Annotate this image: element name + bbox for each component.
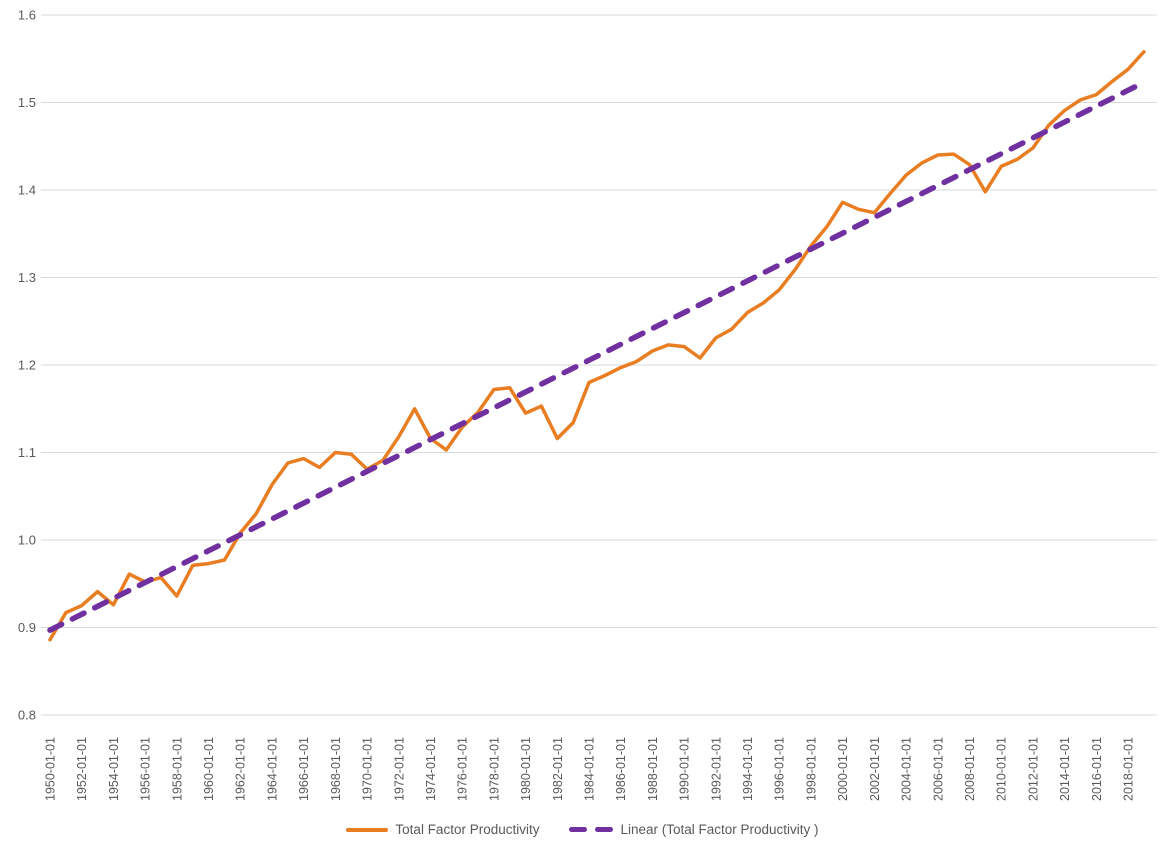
x-axis-tick-label: 1984-01-01: [583, 737, 597, 801]
x-axis-tick-label: 1990-01-01: [678, 737, 692, 801]
y-axis-tick-label: 1.6: [18, 8, 36, 23]
y-axis-tick-label: 1.2: [18, 358, 36, 373]
dashed-line-swatch-icon: [569, 826, 614, 833]
x-axis-tick-label: 1992-01-01: [709, 737, 723, 801]
x-axis-tick-label: 1986-01-01: [614, 737, 628, 801]
y-axis-tick-label: 1.3: [18, 270, 36, 285]
x-axis-tick-label: 1988-01-01: [646, 737, 660, 801]
x-axis-tick-label: 2002-01-01: [868, 737, 882, 801]
x-axis-tick-label: 2006-01-01: [931, 737, 945, 801]
x-axis-tick-label: 1972-01-01: [392, 737, 406, 801]
y-axis-tick-label: 1.1: [18, 445, 36, 460]
x-axis-tick-label: 2018-01-01: [1122, 737, 1136, 801]
tfp-series-line: [48, 50, 1146, 642]
legend-item-tfp[interactable]: Total Factor Productivity: [346, 822, 539, 837]
y-axis-tick-label: 1.5: [18, 95, 36, 110]
x-axis-tick-label: 2010-01-01: [995, 737, 1009, 801]
x-axis-tick-label: 1996-01-01: [773, 737, 787, 801]
x-axis-tick-label: 1950-01-01: [44, 737, 58, 801]
x-axis-tick-label: 1958-01-01: [170, 737, 184, 801]
x-axis-tick-label: 1994-01-01: [741, 737, 755, 801]
x-axis-tick-label: 1956-01-01: [139, 737, 153, 801]
x-axis-tick-label: 1968-01-01: [329, 737, 343, 801]
x-axis-tick-label: 1952-01-01: [75, 737, 89, 801]
y-axis-tick-label: 0.8: [18, 708, 36, 723]
x-axis-tick-label: 1976-01-01: [456, 737, 470, 801]
y-axis-tick-label: 0.9: [18, 620, 36, 635]
x-axis-tick-label: 1980-01-01: [519, 737, 533, 801]
x-axis-tick-label: 1982-01-01: [551, 737, 565, 801]
chart-legend: Total Factor Productivity Linear (Total …: [0, 822, 1165, 837]
linear-trend-line: [47, 79, 1147, 633]
x-axis-tick-label: 1998-01-01: [804, 737, 818, 801]
x-axis-tick-label: 2000-01-01: [836, 737, 850, 801]
x-axis-tick-label: 1960-01-01: [202, 737, 216, 801]
x-axis-tick-label: 1954-01-01: [107, 737, 121, 801]
x-axis-tick-label: 2012-01-01: [1026, 737, 1040, 801]
x-axis-tick-label: 1974-01-01: [424, 737, 438, 801]
x-axis-tick-label: 2004-01-01: [900, 737, 914, 801]
y-axis-tick-label: 1.4: [18, 183, 36, 198]
legend-item-linear-trend[interactable]: Linear (Total Factor Productivity ): [569, 822, 819, 837]
x-axis-tick-label: 2016-01-01: [1090, 737, 1104, 801]
legend-label-tfp: Total Factor Productivity: [395, 822, 540, 837]
y-axis-tick-label: 1.0: [18, 533, 36, 548]
x-axis-tick-label: 1964-01-01: [265, 737, 279, 801]
x-axis-tick-label: 2014-01-01: [1058, 737, 1072, 801]
x-axis-tick-label: 1970-01-01: [361, 737, 375, 801]
x-axis-tick-label: 1978-01-01: [487, 737, 501, 801]
x-axis-tick-label: 1966-01-01: [297, 737, 311, 801]
x-axis-tick-label: 1962-01-01: [234, 737, 248, 801]
solid-line-swatch-icon: [346, 827, 389, 832]
x-axis-tick-label: 2008-01-01: [963, 737, 977, 801]
legend-label-linear-trend: Linear (Total Factor Productivity ): [620, 822, 819, 837]
